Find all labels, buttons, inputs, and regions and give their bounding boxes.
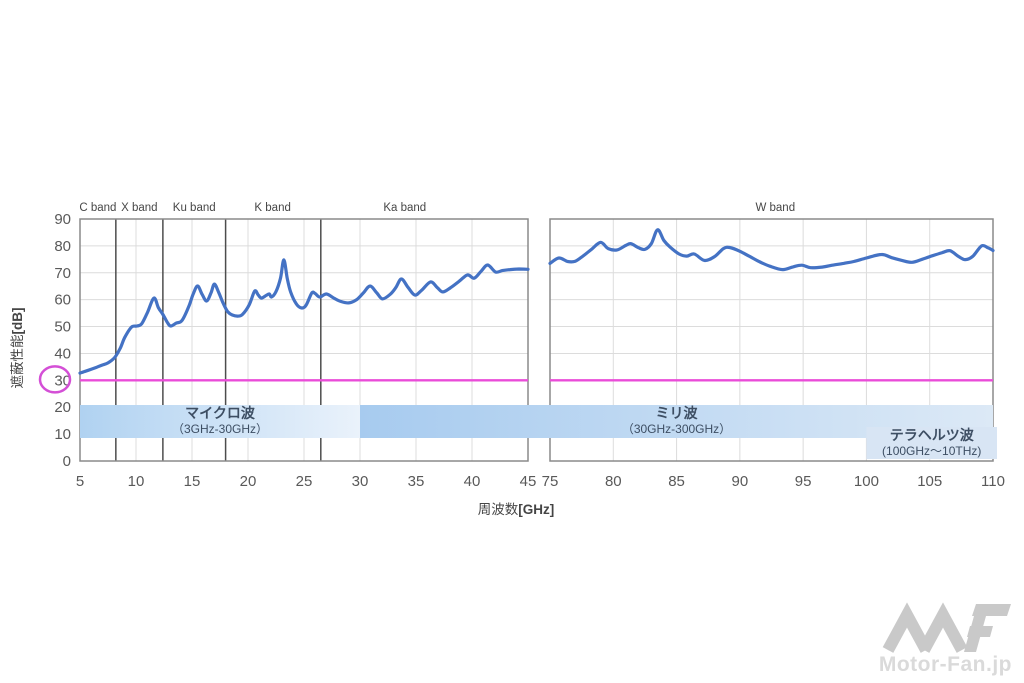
radar-band-label: C band — [79, 202, 116, 214]
spectrum-band — [866, 427, 997, 459]
spectrum-band-range: （3GHz-30GHz） — [172, 422, 268, 436]
shielding-curve — [78, 258, 530, 375]
x-tick-label: 90 — [732, 473, 749, 490]
x-axis-title: 周波数[GHz] — [478, 502, 555, 517]
x-tick-label: 10 — [128, 473, 145, 490]
spectrum-band-range: (100GHz～10THz) — [882, 444, 981, 458]
x-tick-label: 35 — [408, 473, 425, 490]
x-tick-label: 80 — [605, 473, 622, 490]
spectrum-band-range: （30GHz-300GHz） — [622, 422, 731, 436]
spectrum-band-label: マイクロ波 — [185, 405, 256, 421]
y-tick-label: 20 — [54, 399, 71, 416]
shielding-curve — [548, 228, 995, 272]
y-tick-label: 70 — [54, 265, 71, 282]
x-tick-label: 15 — [184, 473, 201, 490]
x-tick-label: 40 — [464, 473, 481, 490]
y-axis-title: 遮蔽性能[dB] — [10, 308, 25, 389]
x-tick-label: 95 — [795, 473, 812, 490]
x-tick-label: 25 — [296, 473, 313, 490]
spectrum-band-label: ミリ波 — [656, 405, 699, 421]
x-tick-label: 85 — [668, 473, 685, 490]
radar-band-label: Ka band — [383, 202, 426, 214]
x-tick-label: 45 — [520, 473, 537, 490]
radar-band-label: X band — [121, 202, 157, 214]
x-tick-label: 5 — [76, 473, 84, 490]
y-tick-label: 60 — [54, 292, 71, 309]
panel-border — [79, 218, 529, 462]
y-tick-label: 40 — [54, 345, 71, 362]
radar-band-label: K band — [254, 202, 290, 214]
spectrum-band — [80, 405, 360, 438]
y-tick-label: 30 — [54, 372, 71, 389]
spectrum-band-label: テラヘルツ波 — [890, 427, 975, 443]
x-tick-label: 30 — [352, 473, 369, 490]
y-tick-label: 10 — [54, 426, 71, 443]
y-tick-label: 50 — [54, 319, 71, 336]
y-tick-label: 90 — [54, 211, 71, 228]
radar-band-label: W band — [755, 202, 795, 214]
x-tick-label: 75 — [542, 473, 559, 490]
threshold-tick-circle — [38, 365, 72, 394]
x-tick-label: 110 — [981, 473, 1005, 490]
x-tick-label: 20 — [240, 473, 257, 490]
panel-border — [549, 218, 994, 462]
radar-band-label: Ku band — [173, 202, 216, 214]
y-tick-label: 0 — [63, 453, 71, 470]
x-tick-label: 100 — [854, 473, 879, 490]
y-tick-label: 80 — [54, 238, 71, 255]
x-tick-label: 105 — [917, 473, 942, 490]
